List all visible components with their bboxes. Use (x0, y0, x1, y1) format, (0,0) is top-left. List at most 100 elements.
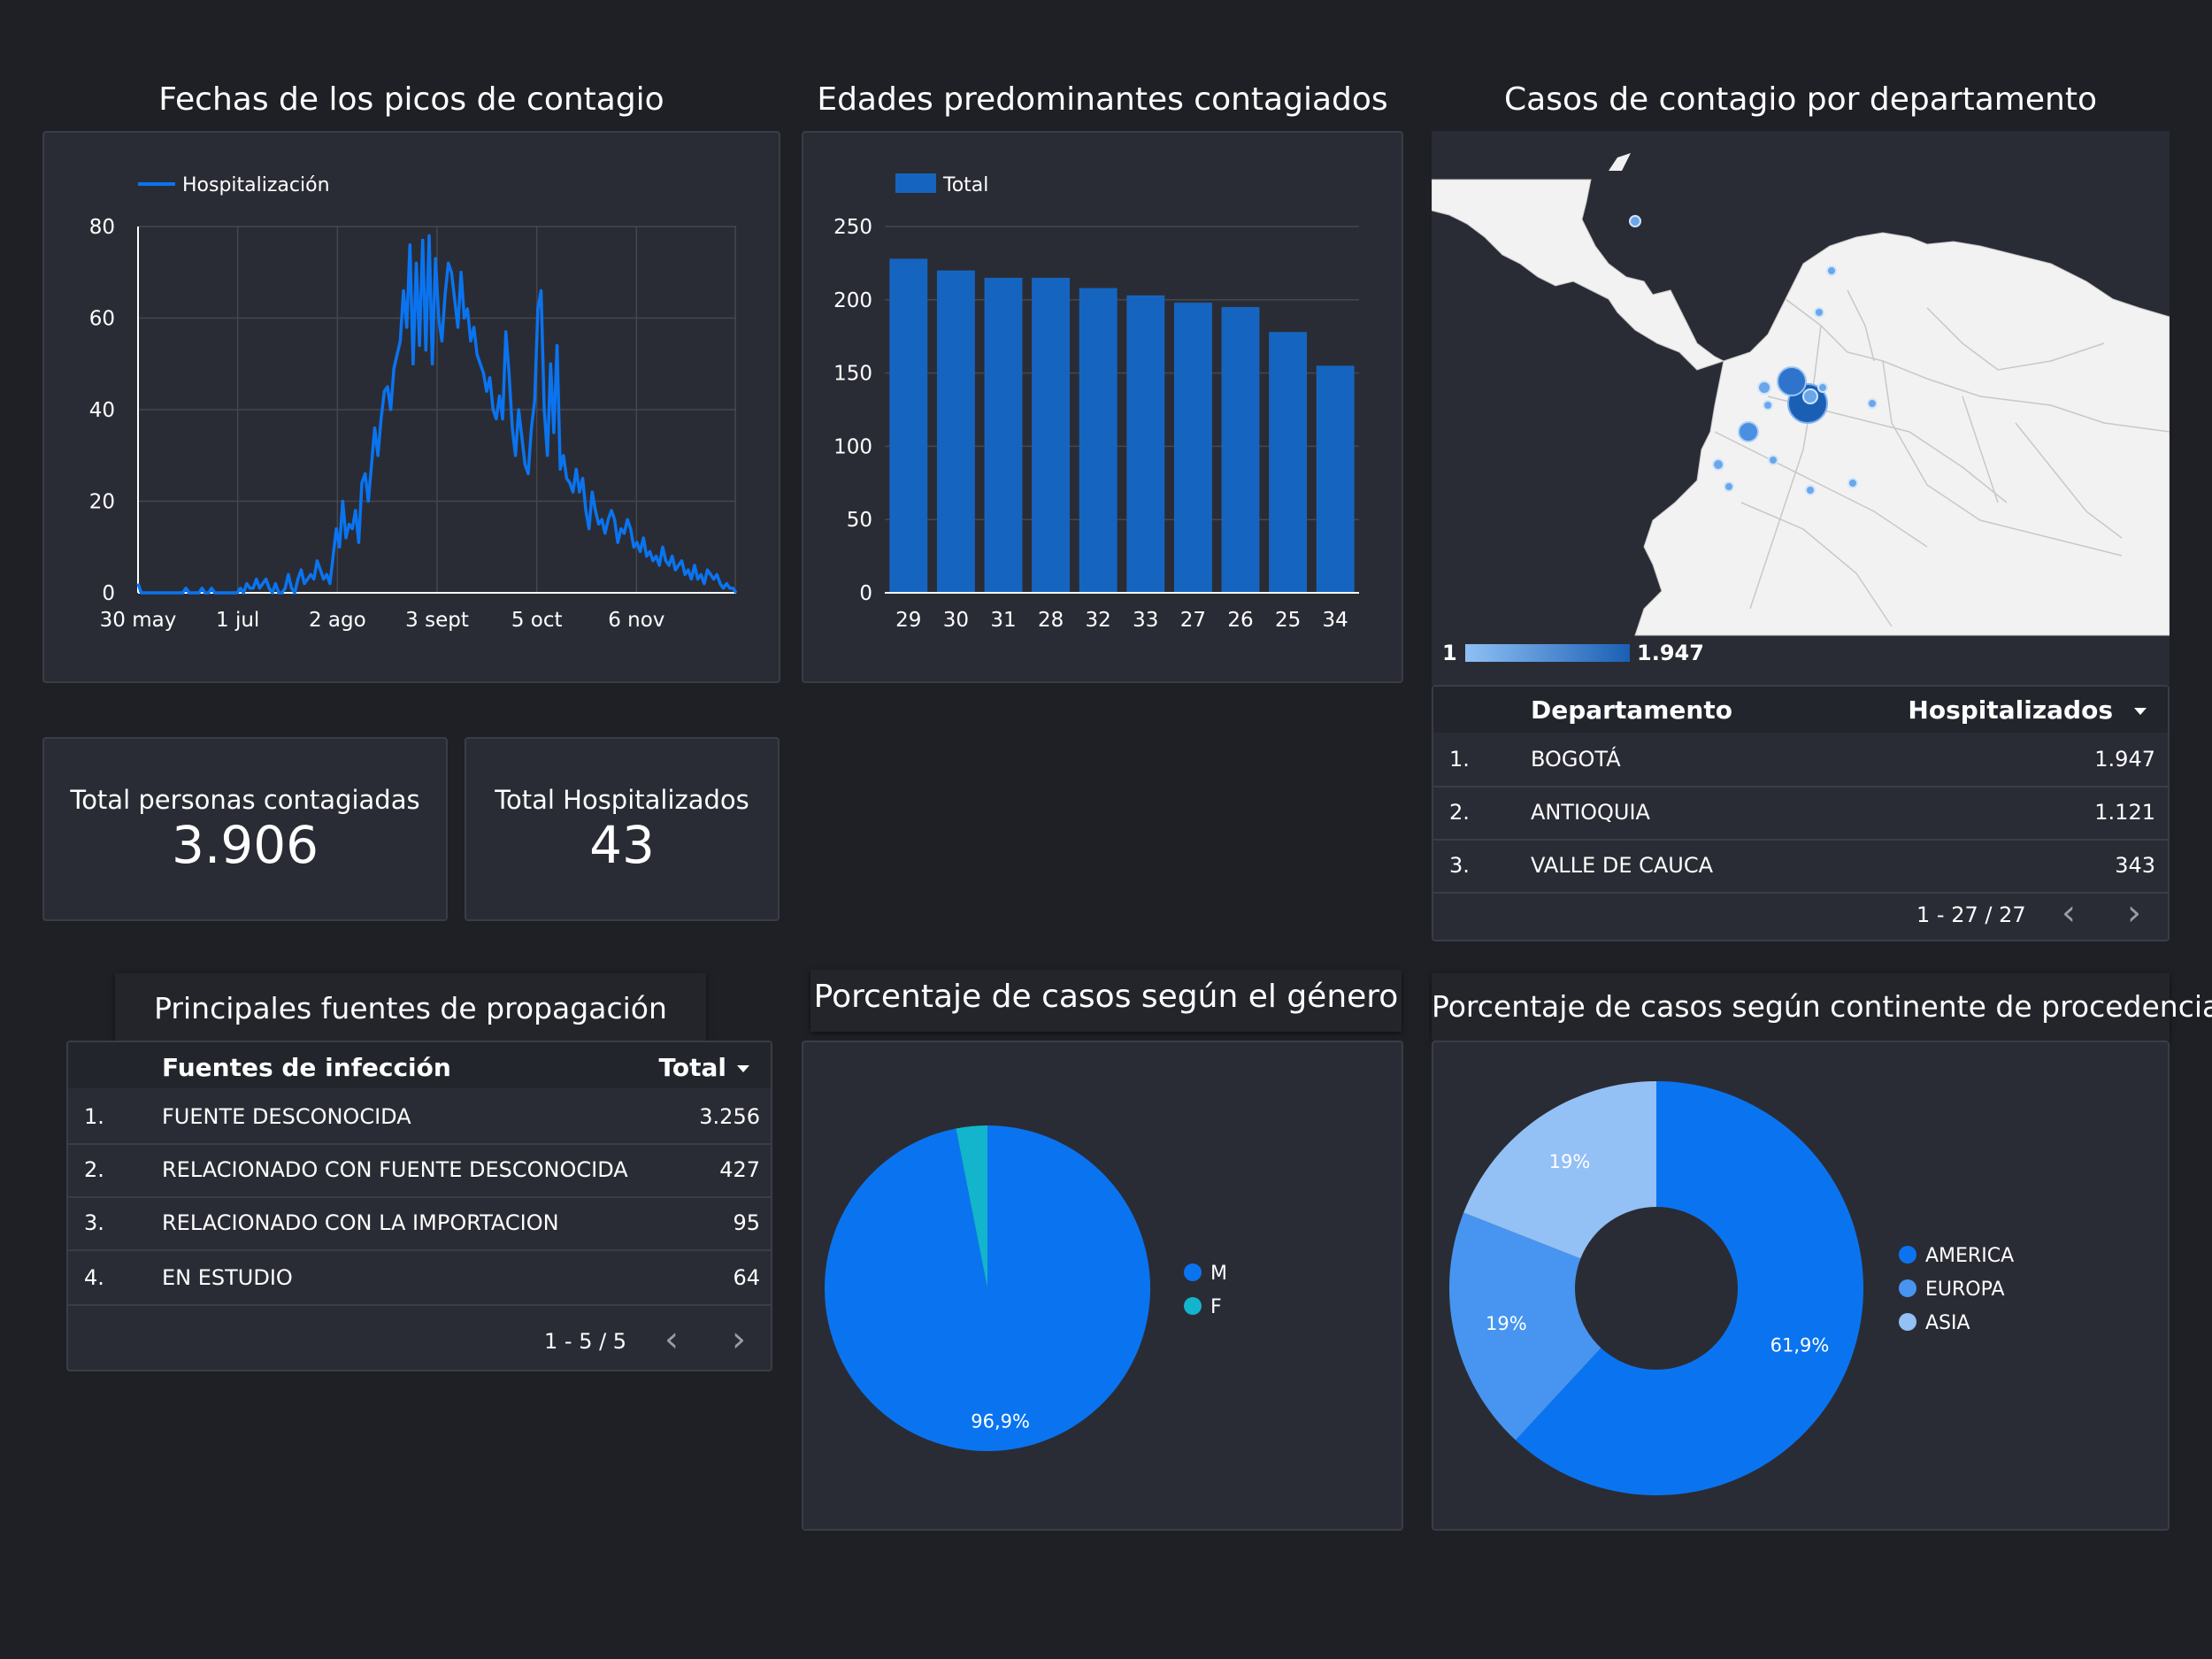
legend-label: M (1210, 1263, 1227, 1285)
legend-label: ASIA (1925, 1312, 1970, 1334)
map-scale-min: 1 (1442, 641, 1457, 665)
bar-chart-title: Edades predominantes contagiados (817, 81, 1388, 118)
x-tick-label: 5 oct (511, 609, 563, 632)
row-value: 3.256 (699, 1104, 760, 1129)
legend-label: Total (942, 174, 988, 196)
y-tick-label: 60 (89, 308, 115, 331)
pie-slice-f (956, 1125, 987, 1288)
bar (889, 258, 928, 593)
gender-title-box: Porcentaje de casos según el género (810, 970, 1402, 1032)
sources-table: Fuentes de infección Total 1. FUENTE DES… (66, 1041, 772, 1371)
y-tick-label: 20 (89, 491, 115, 514)
caribbean-coast-land (1609, 153, 1631, 171)
line-chart: 0 20 40 60 80 30 may 1 jul 2 ago 3 sept 5 oct 6 no… (89, 174, 738, 632)
row-divider (68, 1196, 771, 1198)
bubble-antioquia (1777, 366, 1807, 396)
row-value: 343 (2115, 853, 2155, 878)
row-value: 427 (719, 1157, 760, 1182)
line-chart-panel: 0 20 40 60 80 30 may 1 jul 2 ago 3 sept 5 oct 6 no… (42, 131, 780, 683)
colombia-map[interactable] (1432, 131, 2170, 685)
sort-desc-icon[interactable] (737, 1065, 749, 1072)
kpi-label: Total Hospitalizados (495, 785, 749, 815)
row-number: 3. (84, 1210, 104, 1235)
kpi-value: 3.906 (171, 815, 319, 875)
row-number: 1. (1449, 747, 1470, 772)
row-divider (1433, 786, 2168, 787)
bar (1173, 303, 1212, 593)
x-tick-label: 32 (1086, 609, 1111, 632)
bar (1032, 277, 1071, 593)
slice-label: 19% (1486, 1313, 1527, 1334)
row-value: 64 (733, 1265, 760, 1290)
row-name: EN ESTUDIO (162, 1265, 293, 1290)
map-panel[interactable]: 1 1.947 (1432, 131, 2170, 685)
y-tick-label: 250 (833, 216, 872, 239)
chevron-left-icon[interactable]: ‹ (664, 1319, 679, 1360)
bar (1221, 307, 1260, 593)
slice-label: 61,9% (1770, 1335, 1830, 1356)
row-divider (68, 1143, 771, 1145)
y-tick-label: 80 (89, 216, 115, 239)
sort-desc-icon[interactable] (2134, 708, 2147, 715)
kpi-value: 43 (589, 815, 655, 875)
row-number: 3. (1449, 853, 1470, 878)
x-tick-label: 31 (990, 609, 1016, 632)
row-number: 2. (1449, 800, 1470, 825)
x-tick-label: 33 (1133, 609, 1158, 632)
chevron-right-icon[interactable]: › (732, 1319, 746, 1360)
x-tick-label: 25 (1275, 609, 1301, 632)
dept-pager-text: 1 - 27 / 27 (1916, 902, 2026, 927)
legend-label: EUROPA (1925, 1279, 2005, 1301)
y-tick-label: 200 (833, 289, 872, 312)
row-name: RELACIONADO CON LA IMPORTACION (162, 1210, 559, 1235)
row-name: VALLE DE CAUCA (1531, 853, 1714, 878)
row-value: 1.947 (2094, 747, 2155, 772)
y-tick-label: 50 (847, 509, 872, 532)
x-tick-label: 27 (1180, 609, 1206, 632)
legend-dot (1899, 1313, 1916, 1331)
gender-pie-chart: 96,9% MF (825, 1125, 1227, 1451)
row-number: 1. (84, 1104, 104, 1129)
continent-title: Porcentaje de casos según continente de … (1432, 989, 2212, 1024)
bubble-valle (1738, 421, 1759, 442)
row-name: ANTIOQUIA (1531, 800, 1650, 825)
x-tick-label: 3 sept (405, 609, 469, 632)
legend-swatch (895, 173, 936, 193)
x-tick-label: 30 (943, 609, 969, 632)
row-name: BOGOTÁ (1531, 747, 1621, 772)
row-number: 4. (84, 1265, 104, 1290)
map-color-scale (1465, 644, 1630, 662)
dept-table: Departamento Hospitalizados 1. BOGOTÁ 1.… (1432, 685, 2170, 941)
dept-col-header[interactable]: Departamento (1531, 695, 1732, 725)
bubble-cundinamarca (1802, 388, 1818, 404)
dept-table-header-bg (1433, 687, 2168, 733)
bar (1079, 288, 1118, 593)
legend-label: AMERICA (1925, 1245, 2014, 1267)
series-line-hospitalizacion (136, 234, 738, 595)
y-tick-label: 150 (833, 363, 872, 386)
continent-title-box: Porcentaje de casos según continente de … (1432, 973, 2212, 1041)
sources-total-col-header[interactable]: Total (658, 1053, 727, 1082)
pie-slice-europa (1449, 1212, 1601, 1440)
sources-table-header-bg (68, 1042, 771, 1088)
kpi-total-contagiadas: Total personas contagiadas 3.906 (42, 737, 448, 921)
bar (1126, 295, 1165, 593)
x-tick-label: 6 nov (608, 609, 664, 632)
gender-title: Porcentaje de casos según el género (813, 979, 1399, 1015)
legend-dot (1184, 1297, 1202, 1315)
row-divider (1433, 839, 2168, 841)
legend-dot (1899, 1279, 1916, 1297)
legend-label: F (1210, 1296, 1222, 1318)
gender-pie-panel: 96,9% M F (802, 1041, 1403, 1531)
slice-label: 19% (1549, 1151, 1591, 1172)
chevron-right-icon[interactable]: › (2127, 893, 2141, 933)
sources-col-header[interactable]: Fuentes de infección (162, 1053, 451, 1082)
chevron-left-icon[interactable]: ‹ (2062, 893, 2076, 933)
x-tick-label: 26 (1227, 609, 1253, 632)
bar (936, 270, 975, 593)
dept-value-col-header[interactable]: Hospitalizados (1908, 695, 2113, 725)
row-divider (68, 1249, 771, 1251)
central-america-land (1432, 179, 1725, 371)
map-title: Casos de contagio por departamento (1504, 81, 2097, 118)
sources-title: Principales fuentes de propagación (154, 991, 667, 1025)
